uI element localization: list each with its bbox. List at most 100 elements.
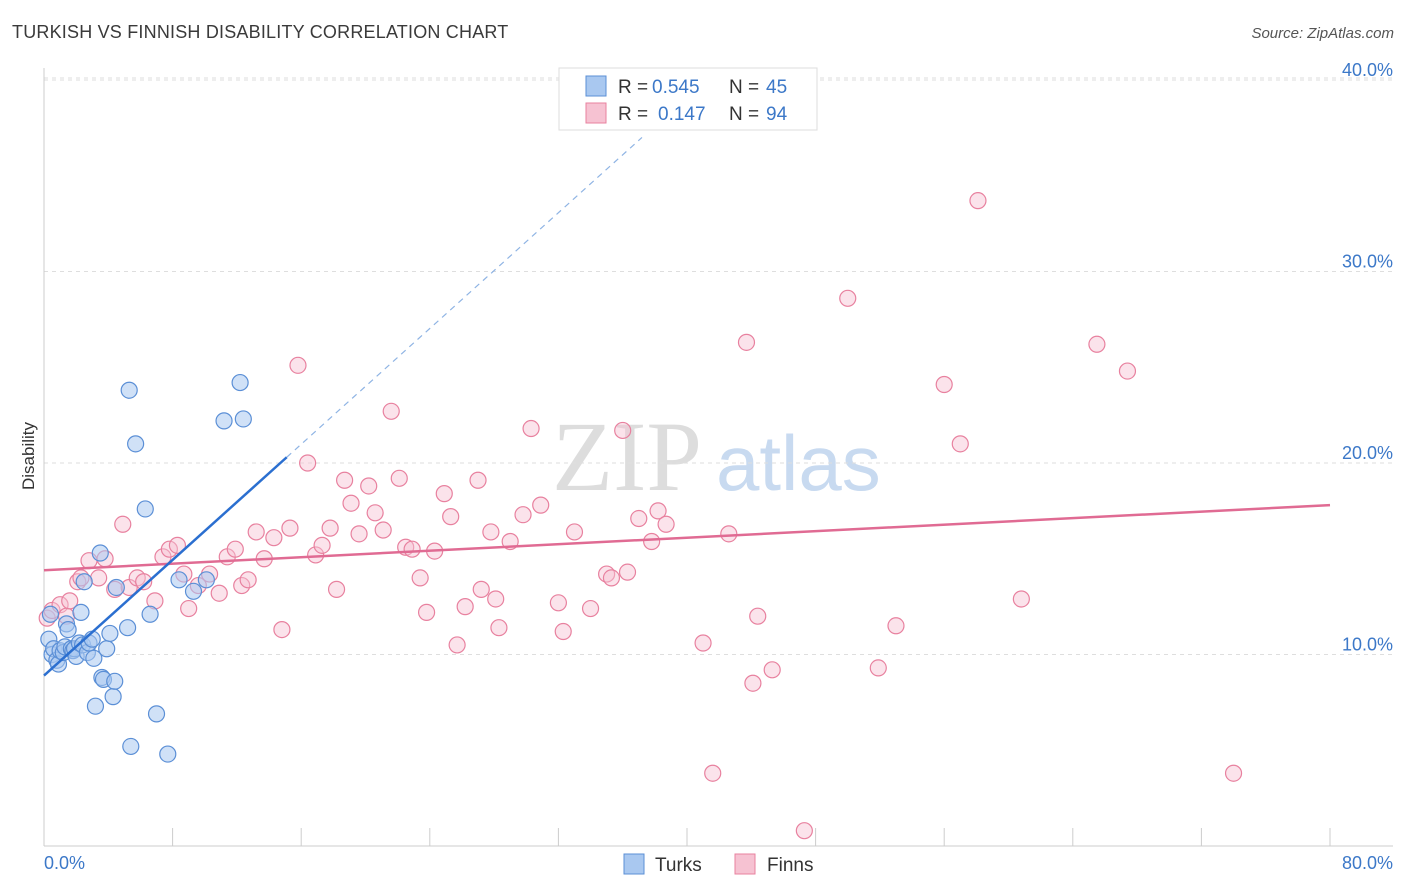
finns-point	[226, 540, 244, 558]
legend-r-label-turks: R =	[618, 77, 648, 98]
legend-swatch-turks	[585, 75, 607, 97]
turks-point	[72, 603, 90, 621]
y-tick-label: 40.0%	[1342, 60, 1393, 80]
turks-points	[40, 373, 252, 763]
turks-point	[141, 605, 159, 623]
correlation-legend: R = 0.545 N = 45 R = 0.147 N = 94	[558, 67, 818, 131]
finns-point	[273, 621, 291, 639]
turks-trend-line	[43, 456, 288, 677]
chart-title: TURKISH VS FINNISH DISABILITY CORRELATIO…	[12, 22, 509, 42]
turks-point	[127, 435, 145, 453]
finns-point	[614, 421, 632, 440]
finns-point	[720, 525, 738, 543]
finns-point	[342, 494, 360, 512]
finns-point	[795, 822, 813, 840]
finns-point	[435, 485, 453, 503]
finns-point	[472, 580, 490, 598]
y-tick-label: 30.0%	[1342, 252, 1393, 272]
finns-point	[482, 523, 500, 541]
finns-point	[382, 402, 400, 420]
finns-point	[1118, 362, 1137, 380]
finns-point	[487, 590, 505, 608]
finns-point	[618, 563, 637, 581]
y-tick-label: 20.0%	[1342, 443, 1393, 463]
turks-point	[120, 381, 138, 399]
finns-point	[360, 477, 378, 495]
finns-point	[90, 569, 108, 587]
x-tick-label-min: 0.0%	[44, 853, 85, 873]
y-tick-label: 10.0%	[1342, 635, 1393, 655]
finns-point	[630, 509, 648, 528]
legend-n-value-turks: 45	[766, 77, 787, 98]
turks-point	[101, 624, 119, 643]
finns-point	[554, 622, 572, 641]
finns-point	[694, 634, 712, 652]
source-label: Source: ZipAtlas.com	[1251, 25, 1394, 42]
finns-point	[1012, 590, 1030, 608]
legend-r-label-finns: R =	[618, 104, 648, 125]
finns-point	[417, 603, 436, 621]
turks-point	[147, 705, 166, 723]
turks-point	[215, 412, 233, 430]
finns-point	[210, 584, 228, 602]
finns-point	[643, 532, 661, 551]
finns-point	[442, 508, 460, 526]
y-axis-label: Disability	[19, 421, 38, 490]
bottom-legend-swatch-turks	[623, 853, 645, 875]
turks-point	[106, 672, 124, 690]
turks-point	[231, 373, 249, 392]
finns-point	[744, 674, 762, 692]
finns-point	[265, 529, 283, 547]
finns-point	[763, 661, 781, 679]
finns-point	[657, 515, 675, 533]
finns-point	[602, 569, 621, 587]
finns-point	[737, 333, 756, 351]
y-tick-labels: 10.0% 20.0% 30.0% 40.0%	[1342, 60, 1393, 655]
finns-point	[456, 598, 474, 616]
finns-point	[168, 536, 187, 554]
turks-point	[85, 649, 103, 667]
turks-point	[136, 500, 154, 518]
finns-point	[839, 289, 857, 307]
turks-point	[159, 745, 177, 763]
finns-point	[935, 375, 953, 394]
turks-point	[41, 605, 60, 623]
legend-swatch-finns	[585, 102, 607, 124]
series-legend: Turks Finns	[623, 853, 813, 876]
turks-point	[75, 573, 93, 591]
finns-point	[390, 469, 408, 487]
bottom-legend-swatch-finns	[734, 853, 756, 875]
legend-r-value-finns: 0.147	[658, 104, 706, 125]
legend-n-label-turks: N =	[729, 77, 759, 98]
finns-point	[299, 454, 317, 472]
turks-point	[122, 737, 140, 756]
finns-point	[704, 764, 722, 782]
finns-point	[490, 619, 508, 637]
finns-point	[239, 571, 257, 589]
turks-point	[197, 571, 215, 589]
finns-trend-line	[43, 503, 1331, 572]
legend-n-label-finns: N =	[729, 104, 759, 125]
finns-point	[114, 515, 132, 533]
turks-point	[170, 571, 188, 589]
finns-point	[887, 617, 905, 635]
finns-point	[180, 599, 198, 618]
finns-point	[327, 580, 346, 598]
finns-point	[233, 576, 251, 595]
finns-point	[135, 573, 153, 591]
turks-point	[86, 697, 105, 715]
finns-point	[374, 521, 392, 539]
finns-point	[336, 471, 354, 489]
finns-point	[951, 435, 969, 453]
watermark-zip: ZIP	[552, 401, 702, 512]
finns-point	[649, 502, 667, 520]
finns-point	[514, 506, 532, 524]
finns-point	[448, 636, 466, 654]
finns-point	[565, 523, 584, 541]
finns-point	[869, 659, 887, 677]
turks-trend-extension	[286, 137, 643, 458]
finns-point	[469, 471, 487, 489]
legend-n-value-finns: 94	[766, 104, 788, 125]
trend-lines	[43, 137, 1331, 677]
